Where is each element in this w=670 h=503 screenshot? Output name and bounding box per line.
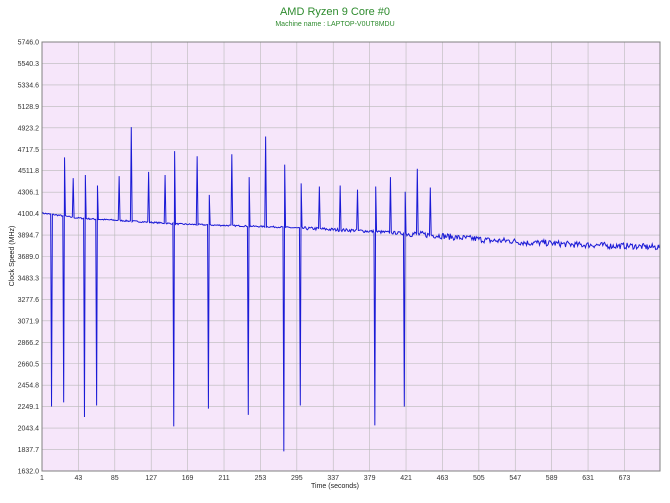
x-tick-label: 337 — [327, 475, 339, 482]
x-tick-label: 463 — [437, 475, 449, 482]
x-tick-label: 253 — [255, 475, 267, 482]
x-tick-label: 673 — [619, 475, 631, 482]
x-tick-label: 169 — [182, 475, 194, 482]
y-tick-label: 4923.2 — [18, 125, 40, 132]
y-tick-label: 5334.6 — [18, 82, 40, 89]
y-tick-label: 3689.0 — [18, 254, 40, 261]
y-tick-label: 3894.7 — [18, 233, 40, 240]
x-tick-label: 631 — [582, 475, 594, 482]
y-tick-label: 5746.0 — [18, 40, 40, 47]
y-tick-label: 3277.6 — [18, 297, 40, 304]
x-tick-label: 379 — [364, 475, 376, 482]
plot-border — [41, 41, 661, 472]
y-tick-label: 1837.7 — [18, 447, 40, 454]
x-axis-label: Time (seconds) — [311, 483, 359, 490]
y-axis-label: Clock Speed (MHz) — [9, 226, 16, 287]
x-tick-label: 505 — [473, 475, 485, 482]
y-tick-label: 4306.1 — [18, 190, 40, 197]
y-tick-label: 3483.3 — [18, 275, 40, 282]
x-tick-label: 421 — [400, 475, 412, 482]
grid-lines — [42, 42, 660, 471]
y-tick-label: 1632.0 — [18, 469, 40, 476]
x-tick-label: 127 — [145, 475, 157, 482]
x-tick-label: 589 — [546, 475, 558, 482]
y-tick-label: 2043.4 — [18, 426, 40, 433]
y-tick-label: 2866.2 — [18, 340, 40, 347]
y-tick-label: 5128.9 — [18, 104, 40, 111]
y-tick-label: 4100.4 — [18, 211, 40, 218]
x-tick-label: 1 — [40, 475, 44, 482]
x-tick-label: 295 — [291, 475, 303, 482]
y-tick-label: 2660.5 — [18, 361, 40, 368]
chart-title: AMD Ryzen 9 Core #0 — [280, 6, 390, 18]
x-tick-label: 547 — [509, 475, 521, 482]
x-tick-label: 85 — [111, 475, 119, 482]
x-axis-ticks: 1 43 85 127 169 211 253 295 337 379 421 463 505 547 58… — [40, 475, 630, 482]
x-tick-label: 211 — [218, 475, 229, 482]
y-axis-ticks: 5746.0 5540.3 5334.6 5128.9 4923.2 4717.5 4511… — [18, 40, 40, 476]
chart-subtitle: Machine name : LAPTOP-V0UT8MDU — [275, 21, 394, 28]
series-line-clock-speed — [41, 127, 661, 452]
y-tick-label: 3071.9 — [18, 318, 40, 325]
y-tick-label: 2454.8 — [18, 383, 40, 390]
y-tick-label: 2249.1 — [18, 404, 40, 411]
y-tick-label: 5540.3 — [18, 61, 40, 68]
y-tick-label: 4717.5 — [18, 147, 40, 154]
x-tick-label: 43 — [75, 475, 83, 482]
y-tick-label: 4511.8 — [18, 168, 39, 175]
